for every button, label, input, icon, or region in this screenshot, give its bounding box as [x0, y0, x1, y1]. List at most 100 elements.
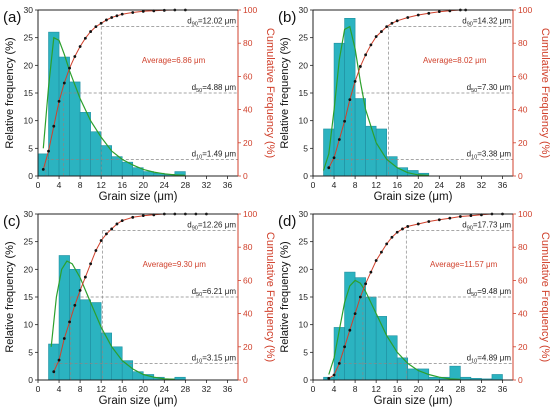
d50-annotation: d50=4.88 μm [192, 83, 237, 94]
panel-label: (b) [278, 9, 296, 26]
y-right-axis-title: Cumulative Frequency (%) [264, 28, 275, 158]
y-left-tick-label: 25 [299, 33, 309, 43]
average-annotation: Average=8.02 μm [423, 56, 487, 65]
panel-b: 0 4 8 12 16 20 24 28 32 36 0 5 10 15 20 25 30 0 20 40 60 80 10… [275, 0, 550, 204]
y-left-tick-label: 0 [303, 375, 308, 385]
x-tick-label: 12 [96, 180, 106, 190]
y-left-tick-label: 10 [24, 320, 34, 330]
d10-annotation: d10=3.15 μm [192, 353, 237, 364]
cumulative-point [406, 16, 410, 19]
cumulative-point [110, 227, 114, 231]
d50-annotation-d: d [192, 287, 196, 296]
d50-annotation: d50=6.21 μm [192, 287, 237, 298]
x-tick-label: 8 [78, 180, 83, 190]
y-left-tick-label: 5 [303, 143, 308, 153]
histogram-bar [375, 128, 387, 177]
histogram-bar [354, 98, 366, 177]
d90-annotation-d: d [462, 221, 466, 230]
cumulative-point [369, 43, 373, 47]
d10-annotation-d: d [192, 149, 196, 158]
d10-annotation: d10=3.38 μm [467, 149, 512, 160]
x-tick-label: 24 [160, 180, 170, 190]
x-tick-label: 36 [498, 180, 508, 190]
d10-annotation-value: =1.49 μm [202, 149, 236, 158]
cumulative-point [78, 288, 82, 292]
cumulative-point [416, 222, 420, 226]
y-left-tick-label: 20 [299, 60, 309, 70]
d50-annotation-d: d [467, 287, 471, 296]
y-right-tick-label: 0 [243, 375, 248, 385]
y-left-tick-label: 5 [28, 143, 33, 153]
cumulative-point [68, 320, 71, 324]
histogram-bar [132, 371, 144, 381]
cumulative-point [353, 79, 357, 83]
panel-d: 0 4 8 12 16 20 24 28 32 36 0 5 10 15 20 25 30 0 20 40 60 80 10… [275, 204, 550, 408]
y-left-tick-label: 20 [299, 264, 309, 274]
x-tick-label: 20 [414, 384, 424, 394]
x-tick-label: 0 [36, 180, 41, 190]
histogram-bar [449, 365, 461, 381]
y-right-tick-label: 40 [243, 309, 253, 319]
y-left-tick-label: 15 [299, 88, 309, 98]
cumulative-point [57, 358, 61, 362]
d90-annotation-d: d [187, 221, 191, 230]
d50-annotation-sub: 50 [196, 88, 202, 94]
lognormal-fit-curve [322, 25, 429, 176]
x-tick-label: 8 [78, 384, 83, 394]
chart-svg: 0 4 8 12 16 20 24 28 32 36 0 5 10 15 20 25 30 0 20 40 60 80 10… [3, 5, 275, 203]
y-left-tick-label: 30 [299, 209, 309, 219]
d90-annotation-sub: 90 [192, 226, 198, 232]
y-left-axis-title: Relative frequency (%) [279, 37, 291, 148]
histogram-bar [48, 343, 60, 381]
cumulative-point [141, 214, 145, 218]
cumulative-point [337, 362, 341, 365]
x-tick-label: 36 [498, 384, 508, 394]
y-left-tick-label: 20 [24, 60, 34, 70]
cumulative-point [120, 12, 124, 16]
cumulative-point [332, 156, 336, 160]
x-tick-label: 20 [139, 384, 149, 394]
d50-annotation-sub: 50 [196, 292, 202, 298]
d90-annotation-sub: 90 [192, 22, 198, 28]
y-left-tick-label: 0 [303, 171, 308, 181]
d50-annotation: d50=7.30 μm [467, 83, 512, 94]
cumulative-point [390, 235, 394, 239]
cumulative-point [141, 9, 145, 13]
histogram-bar [354, 277, 366, 381]
cumulative-point [427, 11, 431, 15]
cumulative-point [68, 66, 71, 70]
histogram-bar [79, 112, 91, 177]
y-right-tick-label: 100 [518, 209, 532, 219]
histogram-bar [58, 56, 70, 177]
histogram-bar [344, 271, 356, 381]
cumulative-point [62, 337, 66, 340]
cumulative-point [62, 81, 66, 85]
cumulative-point [353, 312, 357, 315]
cumulative-point [437, 218, 441, 222]
y-right-tick-label: 100 [243, 209, 257, 219]
cumulative-point [99, 239, 103, 242]
y-right-tick-label: 80 [518, 242, 528, 252]
cumulative-point [52, 370, 56, 374]
x-tick-label: 4 [57, 180, 62, 190]
x-tick-label: 32 [202, 180, 212, 190]
d10-annotation: d10=1.49 μm [192, 149, 237, 160]
y-left-tick-label: 0 [28, 171, 33, 181]
y-left-tick-label: 10 [299, 116, 309, 126]
histogram-bar [365, 125, 377, 177]
y-left-tick-label: 10 [24, 116, 34, 126]
y-left-tick-label: 30 [24, 209, 34, 219]
x-tick-label: 12 [371, 384, 381, 394]
d90-annotation-d: d [187, 17, 191, 26]
y-right-tick-label: 0 [518, 375, 523, 385]
cumulative-point [105, 232, 108, 236]
x-tick-label: 32 [477, 384, 487, 394]
x-tick-label: 28 [181, 384, 191, 394]
y-right-tick-label: 80 [243, 242, 253, 252]
d90-annotation: d90=12.02 μm [187, 17, 236, 28]
cumulative-point [448, 216, 452, 220]
cumulative-point [395, 230, 399, 234]
cumulative-point [437, 10, 441, 14]
cumulative-point [105, 18, 108, 22]
histogram-bar [386, 335, 398, 381]
